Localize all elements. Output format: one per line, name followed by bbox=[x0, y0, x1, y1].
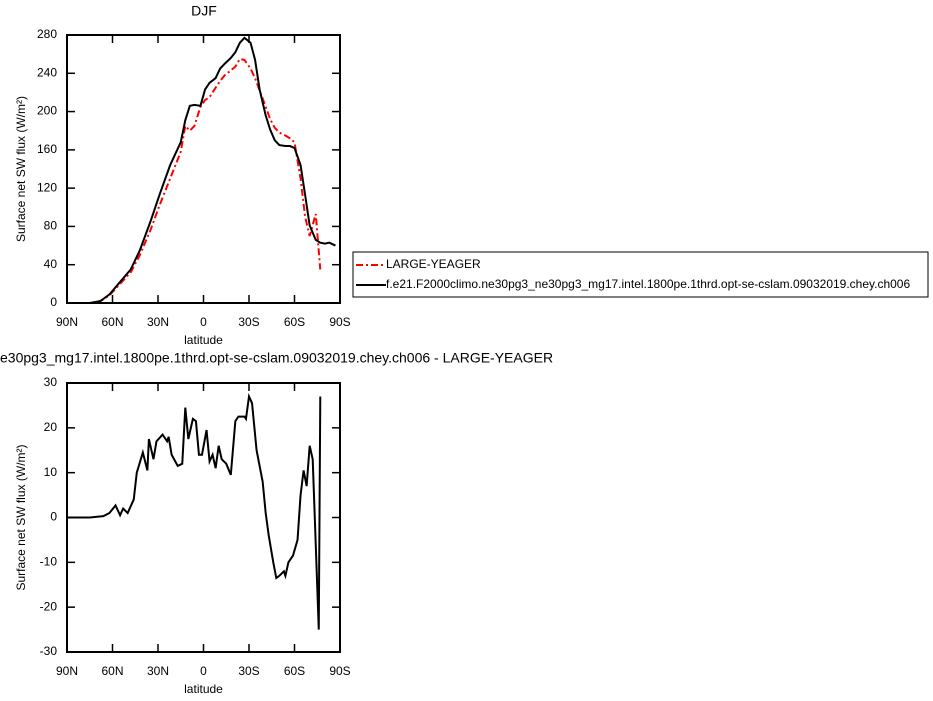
y-tick-label: 0 bbox=[50, 295, 57, 309]
data-line bbox=[67, 36, 336, 304]
y-tick-label: 10 bbox=[44, 465, 58, 479]
chart-title: DJF bbox=[191, 3, 217, 19]
plot-frame bbox=[66, 34, 341, 304]
y-tick-label: 240 bbox=[37, 65, 57, 79]
chart-title: e30pg3_mg17.intel.1800pe.1thrd.opt-se-cs… bbox=[0, 350, 553, 366]
x-tick-label: 60S bbox=[284, 315, 305, 329]
legend-label: f.e21.F2000climo.ne30pg3_ne30pg3_mg17.in… bbox=[386, 277, 910, 291]
x-tick-label: 30S bbox=[238, 315, 259, 329]
x-tick-label: 60S bbox=[284, 664, 305, 678]
y-tick-label: 30 bbox=[44, 375, 58, 389]
legend-label: LARGE-YEAGER bbox=[386, 257, 481, 271]
x-tick-label: 90N bbox=[56, 315, 78, 329]
x-tick-label: 30N bbox=[147, 664, 169, 678]
y-tick-label: 80 bbox=[44, 219, 58, 233]
x-tick-label: 0 bbox=[200, 664, 207, 678]
x-tick-label: 60N bbox=[101, 315, 123, 329]
plot-frame bbox=[66, 382, 341, 653]
y-tick-label: 200 bbox=[37, 104, 57, 118]
data-line bbox=[67, 57, 322, 304]
y-tick-label: 0 bbox=[50, 510, 57, 524]
y-tick-label: 160 bbox=[37, 142, 57, 156]
y-axis-label: Surface net SW flux (W/m²) bbox=[14, 444, 28, 590]
y-tick-label: -10 bbox=[40, 555, 58, 569]
legend-box bbox=[352, 251, 929, 298]
x-axis-label: latitude bbox=[184, 682, 223, 696]
x-tick-label: 30S bbox=[238, 664, 259, 678]
x-tick-label: 0 bbox=[200, 315, 207, 329]
y-axis-label: Surface net SW flux (W/m²) bbox=[14, 96, 28, 242]
y-tick-label: 40 bbox=[44, 257, 58, 271]
x-tick-label: 30N bbox=[147, 315, 169, 329]
y-tick-label: -30 bbox=[40, 644, 58, 658]
x-tick-label: 60N bbox=[101, 664, 123, 678]
y-tick-label: 120 bbox=[37, 180, 57, 194]
x-tick-label: 90N bbox=[56, 664, 78, 678]
y-tick-label: -20 bbox=[40, 599, 58, 613]
x-tick-label: 90S bbox=[329, 664, 350, 678]
y-tick-label: 280 bbox=[37, 27, 57, 41]
y-tick-label: 20 bbox=[44, 420, 58, 434]
x-axis-label: latitude bbox=[184, 333, 223, 347]
x-tick-label: 90S bbox=[329, 315, 350, 329]
data-line bbox=[67, 392, 322, 630]
